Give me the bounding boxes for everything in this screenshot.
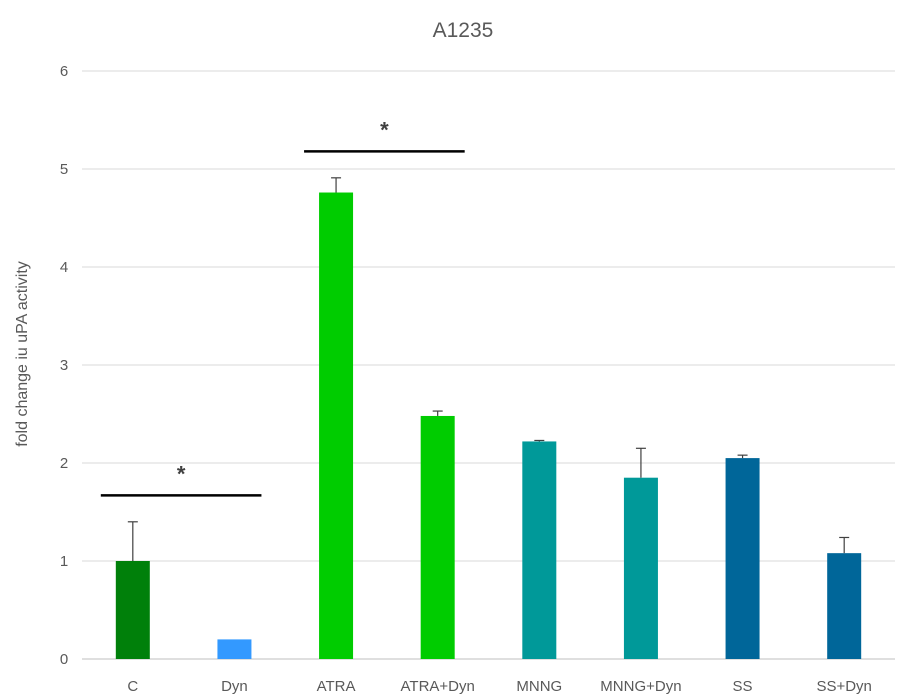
y-tick-label: 2 <box>60 455 68 472</box>
x-tick-label: SS+Dyn <box>816 678 871 695</box>
x-tick-label: Dyn <box>221 678 248 695</box>
y-tick-label: 4 <box>60 259 68 276</box>
x-tick-label: C <box>127 678 138 695</box>
y-tick-label: 0 <box>60 651 68 668</box>
x-tick-label: SS <box>733 678 753 695</box>
error-bar <box>127 521 138 561</box>
x-tick-label: ATRA+Dyn <box>401 678 475 695</box>
significance-star: * <box>177 461 186 486</box>
x-axis-ticks: C Dyn ATRA ATRA+Dyn MNNG MNNG+Dyn SS SS+Dyn <box>127 678 872 695</box>
y-axis-ticks: 0 1 2 3 4 5 6 <box>60 63 68 668</box>
error-bar <box>839 536 850 554</box>
significance-bracket: * <box>100 461 262 497</box>
grid <box>82 70 895 660</box>
bar-mnng <box>522 441 557 659</box>
bar-ss-dyn <box>827 553 862 659</box>
significance-markers: ** <box>100 117 465 497</box>
chart-title: A1235 <box>433 19 494 42</box>
y-axis-label: fold change iu uPA activity <box>14 261 31 447</box>
bar-mnng-dyn <box>623 477 658 659</box>
significance-bracket: * <box>304 117 465 153</box>
y-tick-label: 3 <box>60 357 68 374</box>
y-tick-label: 6 <box>60 63 68 80</box>
error-bar <box>432 410 443 416</box>
x-tick-label: MNNG <box>516 678 562 695</box>
bar-ss <box>725 458 760 659</box>
error-bar <box>635 447 646 478</box>
x-tick-label: ATRA <box>317 678 356 695</box>
bars <box>115 192 862 659</box>
error-bar <box>331 177 342 193</box>
error-bar <box>737 454 748 459</box>
error-bars <box>127 177 850 561</box>
y-tick-label: 5 <box>60 161 68 178</box>
bar-dyn <box>217 639 252 659</box>
error-bar <box>534 439 545 442</box>
significance-star: * <box>380 117 389 142</box>
bar-atra <box>319 192 354 659</box>
bar-c <box>115 561 150 659</box>
y-tick-label: 1 <box>60 553 68 570</box>
bar-atra-dyn <box>420 415 455 659</box>
x-tick-label: MNNG+Dyn <box>600 678 681 695</box>
